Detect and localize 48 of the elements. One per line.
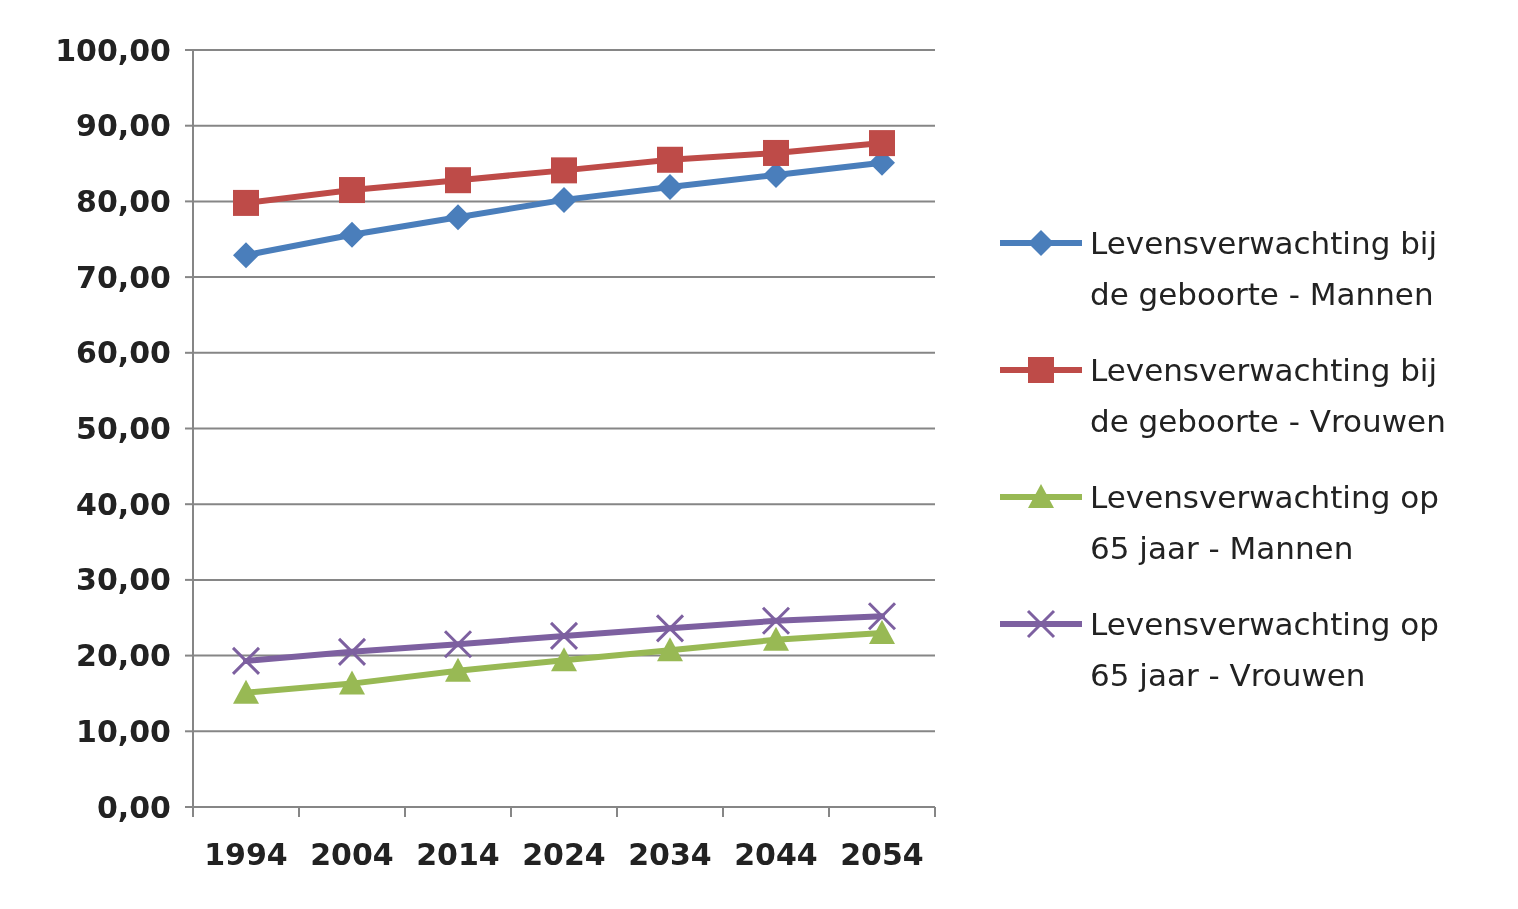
point — [445, 167, 471, 194]
y-tick-label: 20,00 — [76, 638, 171, 674]
x-tick-label: 1994 — [204, 837, 288, 872]
y-tick-label: 60,00 — [76, 335, 171, 371]
legend-label: Levensverwachting op 65 jaar - Vrouwen — [1090, 605, 1439, 693]
x-tick-label: 2014 — [416, 837, 500, 872]
x-tick-label: 2054 — [840, 837, 924, 872]
point — [867, 601, 897, 631]
y-tick-label: 0,00 — [96, 789, 171, 825]
x-tick-label: 2044 — [734, 837, 818, 872]
x-tick-label: 2024 — [522, 837, 606, 872]
y-tick-label: 100,00 — [55, 32, 171, 68]
point — [657, 174, 683, 201]
point — [233, 242, 259, 269]
point — [869, 619, 895, 644]
point — [761, 606, 791, 636]
y-tick-label: 10,00 — [76, 713, 171, 749]
legend-label: Levensverwachting bij de geboorte - Vrouwen — [1090, 351, 1446, 439]
point — [337, 637, 367, 667]
point — [231, 646, 261, 676]
legend-label: Levensverwachting bij de geboorte - Mannen — [1090, 224, 1438, 312]
point — [549, 621, 579, 651]
y-tick-label: 40,00 — [76, 486, 171, 522]
legend-label: Levensverwachting op 65 jaar - Mannen — [1090, 478, 1439, 566]
point — [339, 670, 365, 695]
point — [233, 679, 259, 704]
x-tick-label: 2034 — [628, 837, 712, 872]
point — [655, 613, 685, 643]
point — [869, 130, 895, 157]
y-tick-label: 90,00 — [76, 108, 171, 144]
y-tick-label: 80,00 — [76, 183, 171, 219]
point — [445, 657, 471, 682]
point — [657, 146, 683, 173]
point — [657, 637, 683, 662]
y-tick-label: 30,00 — [76, 562, 171, 598]
y-tick-label: 50,00 — [76, 411, 171, 446]
point — [233, 189, 259, 216]
x-tick-label: 2004 — [310, 837, 394, 872]
point — [551, 157, 577, 184]
point — [339, 177, 365, 204]
y-tick-label: 70,00 — [76, 259, 171, 295]
point — [443, 629, 473, 659]
point — [763, 139, 789, 166]
point — [339, 221, 365, 248]
point — [551, 647, 577, 672]
point — [763, 626, 789, 651]
point — [551, 186, 577, 213]
point — [445, 204, 471, 231]
